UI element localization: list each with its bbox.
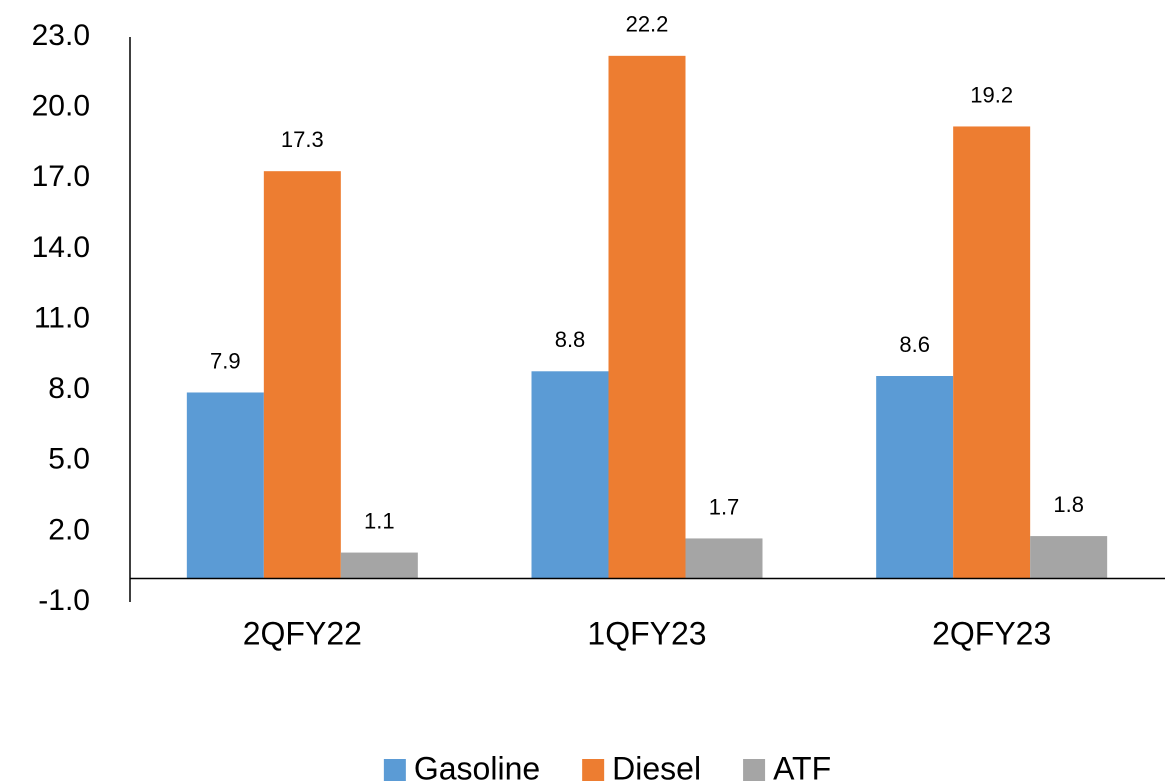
legend-label: ATF bbox=[773, 750, 831, 784]
bar bbox=[340, 552, 418, 579]
data-label: 22.2 bbox=[626, 12, 669, 37]
legend-label: Gasoline bbox=[414, 750, 540, 784]
data-label: 1.1 bbox=[364, 508, 395, 533]
y-tick-label: 11.0 bbox=[34, 301, 90, 334]
bar bbox=[531, 371, 609, 579]
bar bbox=[608, 55, 686, 579]
x-tick-label: 2QFY22 bbox=[243, 615, 362, 651]
data-label: 1.7 bbox=[709, 494, 740, 519]
legend-label: Diesel bbox=[612, 750, 701, 784]
y-tick-label: 2.0 bbox=[48, 513, 90, 546]
data-label: 19.2 bbox=[970, 82, 1013, 107]
bar bbox=[263, 171, 341, 579]
data-label: 8.8 bbox=[555, 327, 586, 352]
data-label: 7.9 bbox=[210, 348, 241, 373]
y-tick-label: 5.0 bbox=[48, 443, 90, 476]
bar bbox=[1030, 536, 1108, 579]
data-label: 8.6 bbox=[899, 332, 930, 357]
legend-swatch bbox=[743, 759, 766, 781]
x-tick-label: 1QFY23 bbox=[587, 615, 706, 651]
y-tick-label: 8.0 bbox=[48, 372, 90, 405]
bar bbox=[685, 538, 763, 579]
y-tick-label: 14.0 bbox=[32, 231, 90, 264]
y-tick-label: 23.0 bbox=[32, 19, 90, 52]
bar bbox=[953, 126, 1031, 579]
legend-swatch bbox=[582, 759, 605, 781]
y-tick-label: 17.0 bbox=[32, 160, 90, 193]
bar bbox=[876, 376, 954, 579]
bar bbox=[186, 392, 264, 579]
y-tick-label: 20.0 bbox=[32, 90, 90, 123]
legend-swatch bbox=[383, 759, 406, 781]
data-label: 17.3 bbox=[281, 127, 324, 152]
x-tick-label: 2QFY23 bbox=[932, 615, 1051, 651]
y-tick-label: -1.0 bbox=[38, 584, 90, 617]
data-label: 1.8 bbox=[1053, 492, 1084, 517]
